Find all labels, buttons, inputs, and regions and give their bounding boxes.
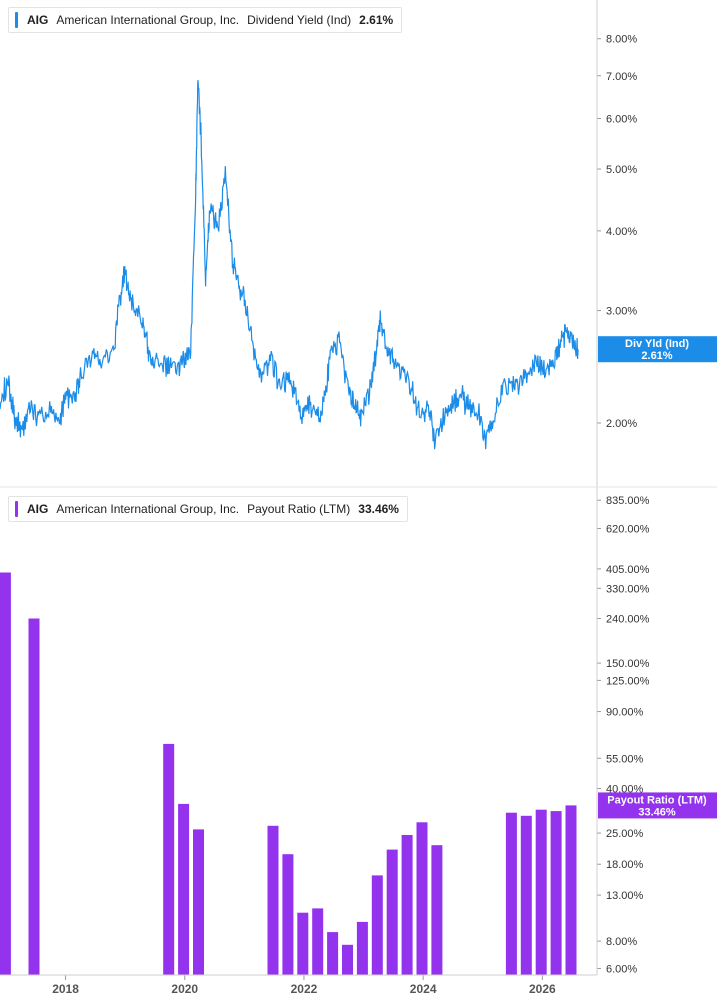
payout-y-tick-label: 405.00% — [606, 564, 650, 576]
x-tick-label: 2020 — [171, 982, 198, 996]
payout-legend-value: 33.46% — [358, 502, 399, 516]
payout-y-tick-label: 835.00% — [606, 495, 650, 507]
payout-bar — [342, 944, 353, 975]
payout-bar — [297, 912, 309, 975]
yield-y-tick-label: 5.00% — [606, 164, 637, 176]
payout-y-tick-label: 13.00% — [606, 890, 644, 902]
payout-bar — [371, 875, 383, 975]
payout-bar — [163, 743, 175, 975]
yield-legend-company: American International Group, Inc. — [56, 13, 240, 27]
x-tick-label: 2026 — [529, 982, 556, 996]
payout-y-tick-label: 18.00% — [606, 859, 644, 871]
payout-bar — [505, 812, 517, 975]
yield-value-tag-box — [598, 336, 717, 363]
payout-bar — [401, 835, 413, 975]
payout-bar — [431, 845, 443, 975]
payout-ratio-bars — [0, 572, 577, 975]
payout-y-tick-label: 8.00% — [606, 936, 637, 948]
payout-bar — [178, 803, 190, 975]
payout-bar — [193, 829, 204, 975]
yield-legend-metric: Dividend Yield (Ind) — [247, 13, 352, 27]
payout-bar — [327, 932, 339, 975]
payout-bar — [28, 618, 40, 975]
payout-y-tick-label: 125.00% — [606, 675, 650, 687]
x-axis: 2018 2020 2022 2024 2026 — [52, 975, 556, 996]
payout-y-tick-label: 6.00% — [606, 963, 637, 975]
x-tick-label: 2018 — [52, 982, 79, 996]
payout-y-tick-label: 25.00% — [606, 828, 644, 840]
x-tick-label: 2024 — [410, 982, 437, 996]
yield-value-tag: Div Yld (Ind)2.61% — [598, 336, 717, 363]
payout-bar — [0, 572, 11, 975]
yield-y-tick-label: 6.00% — [606, 113, 637, 125]
payout-value-tag-box — [598, 792, 717, 819]
payout-bar — [312, 908, 324, 975]
price-tags: Div Yld (Ind)2.61% Payout Ratio (LTM)33.4… — [598, 336, 717, 819]
payout-bar — [520, 815, 532, 975]
payout-bar — [356, 921, 368, 975]
payout-bar — [386, 849, 398, 975]
yield-value-tag-label: Div Yld (Ind) — [625, 338, 689, 350]
payout-value-tag-value: 33.46% — [638, 806, 676, 818]
payout-legend: AIG American International Group, Inc. P… — [8, 496, 408, 522]
yield-legend-ticker: AIG — [27, 13, 49, 27]
payout-series-swatch — [15, 501, 18, 517]
yield-y-tick-label: 3.00% — [606, 306, 637, 318]
yield-y-tick-label: 7.00% — [606, 71, 637, 83]
yield-legend: AIG American International Group, Inc. D… — [8, 7, 403, 33]
x-tick-label: 2022 — [291, 982, 318, 996]
payout-axis: 835.00% 620.00% 405.00% 330.00% 240.00% 150.0… — [597, 495, 650, 975]
payout-bar — [550, 811, 562, 975]
payout-bar — [282, 854, 294, 975]
payout-legend-company: American International Group, Inc. — [56, 502, 240, 516]
payout-legend-ticker: AIG — [27, 502, 49, 516]
yield-y-tick-label: 8.00% — [606, 34, 637, 46]
yield-legend-value: 2.61% — [359, 13, 394, 27]
payout-value-tag-label: Payout Ratio (LTM) — [607, 794, 707, 806]
yield-value-tag-value: 2.61% — [641, 350, 672, 362]
payout-bar — [267, 825, 279, 975]
payout-value-tag: Payout Ratio (LTM)33.46% — [598, 792, 717, 819]
yield-y-tick-label: 4.00% — [606, 226, 637, 238]
yield-y-tick-label: 2.00% — [606, 418, 637, 430]
payout-legend-metric: Payout Ratio (LTM) — [247, 502, 351, 516]
payout-bar — [565, 805, 577, 975]
payout-bar — [416, 822, 428, 975]
payout-bar — [535, 809, 547, 975]
payout-y-tick-label: 55.00% — [606, 753, 644, 765]
dividend-yield-line — [0, 80, 579, 450]
yield-series-swatch — [15, 12, 18, 28]
payout-y-tick-label: 90.00% — [606, 707, 644, 719]
payout-y-tick-label: 620.00% — [606, 523, 650, 535]
payout-y-tick-label: 330.00% — [606, 583, 650, 595]
payout-y-tick-label: 150.00% — [606, 658, 650, 670]
payout-y-tick-label: 240.00% — [606, 614, 650, 626]
yield-axis: 8.00% 7.00% 6.00% 5.00% 4.00% 3.00% 2.00% — [597, 34, 637, 430]
